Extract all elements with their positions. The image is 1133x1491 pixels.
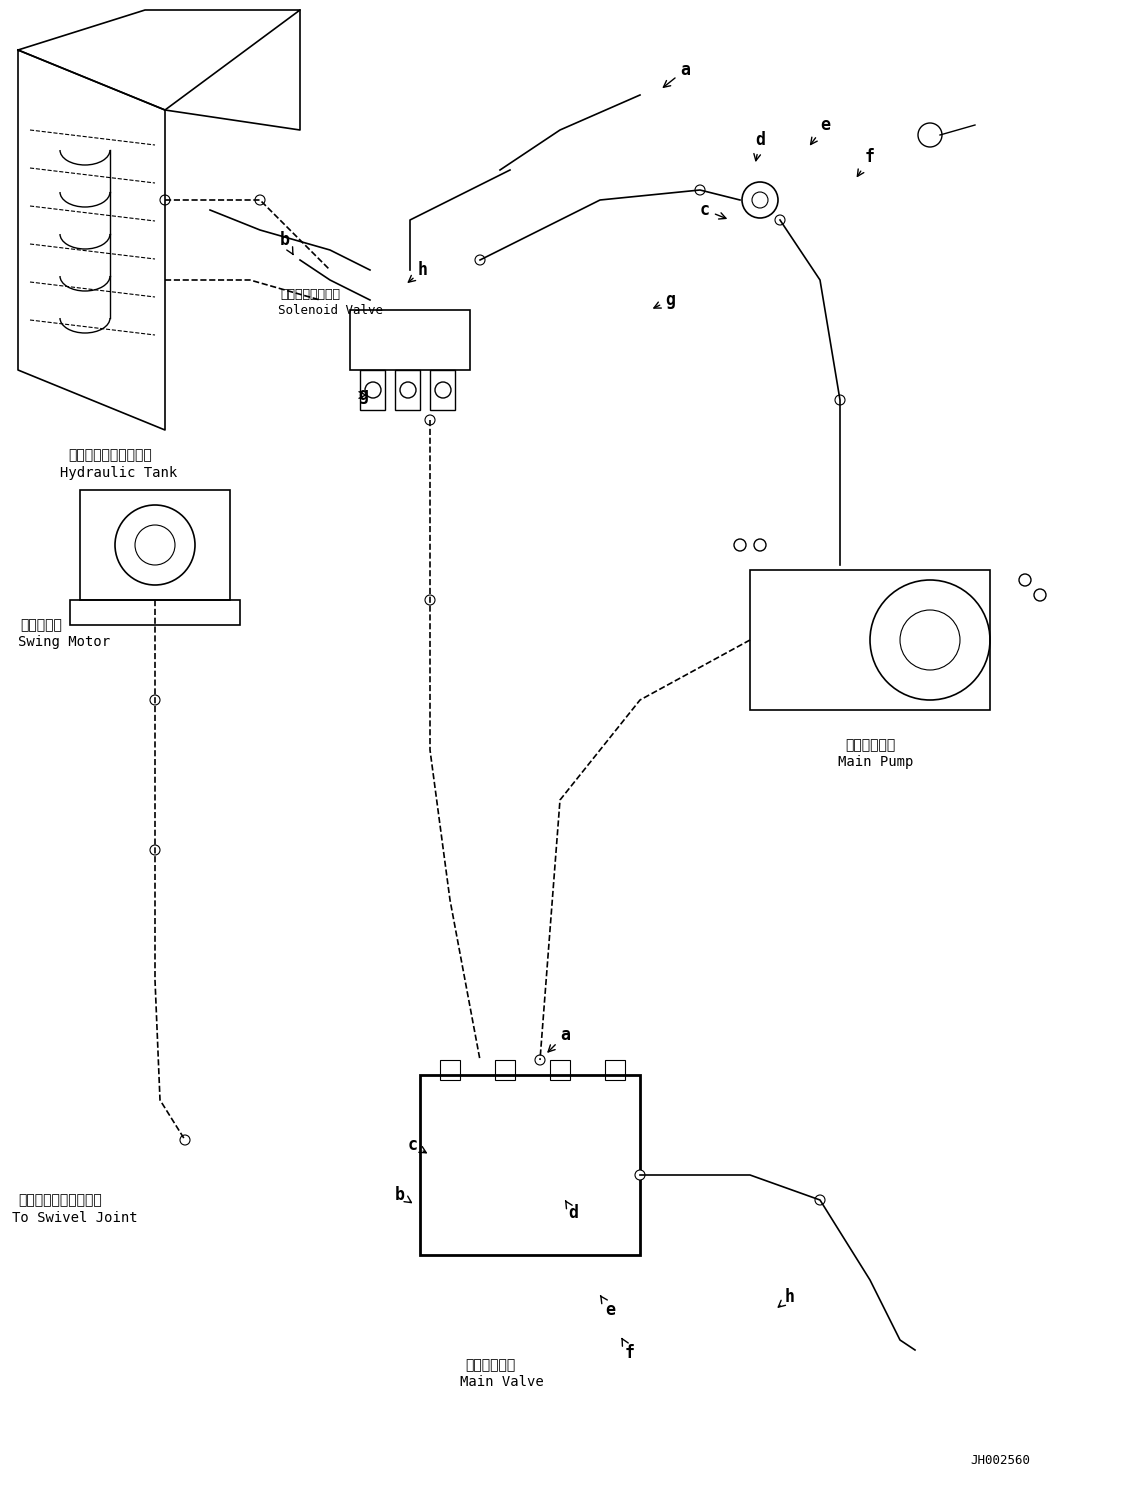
- Text: d: d: [753, 131, 765, 161]
- Text: c: c: [700, 201, 726, 219]
- Text: e: e: [810, 116, 830, 145]
- Bar: [80, 491, 230, 599]
- Text: d: d: [565, 1200, 578, 1223]
- Text: スイベルジョイントへ: スイベルジョイントへ: [18, 1193, 102, 1208]
- Text: メインポンプ: メインポンプ: [845, 738, 895, 751]
- Bar: [550, 1060, 570, 1079]
- Text: 旋回モータ: 旋回モータ: [20, 617, 62, 632]
- Text: g: g: [654, 291, 675, 309]
- Text: ハイドロリックタンク: ハイドロリックタンク: [68, 447, 152, 462]
- Bar: [360, 370, 385, 410]
- Circle shape: [425, 595, 435, 605]
- Text: f: f: [622, 1339, 634, 1361]
- Bar: [350, 310, 470, 370]
- Text: g: g: [358, 386, 368, 404]
- Text: a: a: [548, 1026, 570, 1053]
- Text: Main Pump: Main Pump: [838, 754, 913, 769]
- Text: Hydraulic Tank: Hydraulic Tank: [60, 467, 177, 480]
- Bar: [420, 1075, 640, 1255]
- Text: JH002560: JH002560: [970, 1454, 1030, 1467]
- Circle shape: [425, 414, 435, 425]
- Text: Solenoid Valve: Solenoid Valve: [278, 304, 383, 316]
- Text: Main Valve: Main Valve: [460, 1375, 544, 1390]
- Circle shape: [180, 1135, 190, 1145]
- Text: ソレノイドバルブ: ソレノイドバルブ: [280, 288, 340, 301]
- Text: e: e: [600, 1296, 615, 1320]
- Text: Swing Motor: Swing Motor: [18, 635, 110, 649]
- Circle shape: [150, 695, 160, 705]
- Text: To Swivel Joint: To Swivel Joint: [12, 1211, 137, 1226]
- Circle shape: [255, 195, 265, 204]
- Circle shape: [475, 255, 485, 265]
- Circle shape: [150, 845, 160, 854]
- Bar: [440, 1060, 460, 1079]
- Circle shape: [835, 395, 845, 406]
- Text: a: a: [664, 61, 690, 88]
- Bar: [431, 370, 455, 410]
- Bar: [70, 599, 240, 625]
- Text: b: b: [280, 231, 293, 255]
- Text: b: b: [395, 1185, 411, 1205]
- Circle shape: [775, 215, 785, 225]
- Circle shape: [815, 1194, 825, 1205]
- Bar: [605, 1060, 625, 1079]
- Text: メインバルブ: メインバルブ: [465, 1358, 516, 1372]
- Bar: [750, 570, 990, 710]
- Circle shape: [695, 185, 705, 195]
- Bar: [395, 370, 420, 410]
- Text: h: h: [408, 261, 428, 282]
- Text: f: f: [858, 148, 875, 176]
- Text: c: c: [408, 1136, 426, 1154]
- Text: h: h: [778, 1288, 795, 1308]
- Circle shape: [535, 1056, 545, 1065]
- Circle shape: [160, 195, 170, 204]
- Circle shape: [634, 1170, 645, 1179]
- Bar: [495, 1060, 516, 1079]
